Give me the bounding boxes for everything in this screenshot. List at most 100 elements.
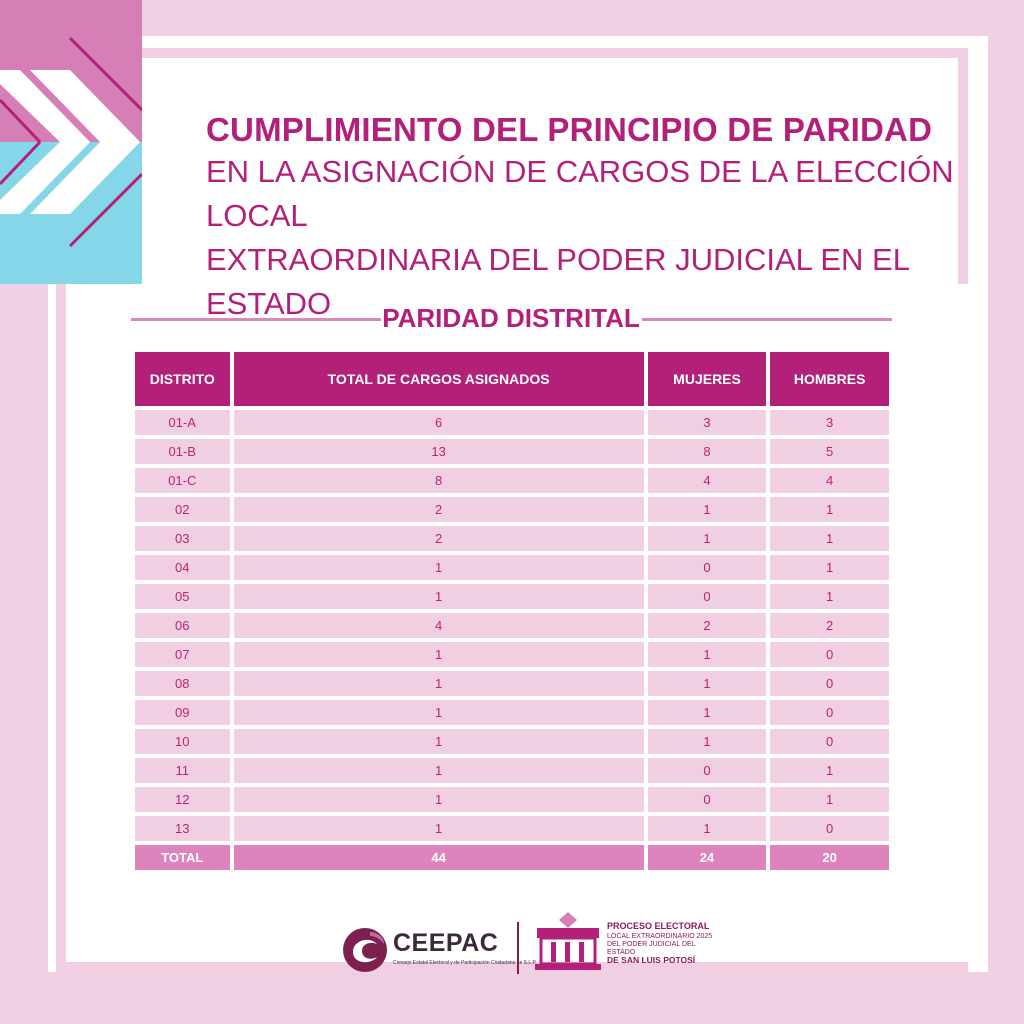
table-row: 01-C 8 4 4 <box>135 468 889 493</box>
cell-total: 1 <box>233 729 644 754</box>
cell-mujeres: 3 <box>647 410 767 435</box>
cell-distrito: 01-C <box>135 468 230 493</box>
table-row: 04 1 0 1 <box>135 555 889 580</box>
cell-distrito: 11 <box>135 758 230 783</box>
table-row: 06 4 2 2 <box>135 613 889 638</box>
table-row: 09 1 1 0 <box>135 700 889 725</box>
total-cargos: 44 <box>233 845 644 870</box>
cell-hombres: 5 <box>770 439 889 464</box>
cell-mujeres: 0 <box>647 758 767 783</box>
cell-total: 1 <box>233 758 644 783</box>
cell-total: 6 <box>233 410 644 435</box>
page-title: CUMPLIMIENTO DEL PRINCIPIO DE PARIDAD EN… <box>206 110 986 326</box>
cell-mujeres: 1 <box>647 526 767 551</box>
table-row: 07 1 1 0 <box>135 642 889 667</box>
table-row: 08 1 1 0 <box>135 671 889 696</box>
table-row: 05 1 0 1 <box>135 584 889 609</box>
cell-hombres: 1 <box>770 555 889 580</box>
process-subtitle: LOCAL EXTRAORDINARIO 2025 DEL PODER JUDI… <box>607 933 717 957</box>
cell-hombres: 0 <box>770 642 889 667</box>
cell-distrito: 03 <box>135 526 230 551</box>
cell-hombres: 1 <box>770 787 889 812</box>
cell-total: 1 <box>233 584 644 609</box>
total-hombres: 20 <box>770 845 889 870</box>
cell-total: 8 <box>233 468 644 493</box>
cell-hombres: 1 <box>770 497 889 522</box>
frame-line-top <box>142 48 968 58</box>
cell-distrito: 04 <box>135 555 230 580</box>
title-line-1: CUMPLIMIENTO DEL PRINCIPIO DE PARIDAD <box>206 111 933 148</box>
process-line-2: LOCAL EXTRAORDINARIO 2025 <box>607 933 713 940</box>
cell-mujeres: 0 <box>647 584 767 609</box>
cell-distrito: 10 <box>135 729 230 754</box>
header-distrito: DISTRITO <box>135 352 230 406</box>
cell-hombres: 1 <box>770 758 889 783</box>
cell-mujeres: 1 <box>647 700 767 725</box>
process-title: PROCESO ELECTORAL <box>607 921 710 931</box>
table-row: 13 1 1 0 <box>135 816 889 841</box>
cell-hombres: 4 <box>770 468 889 493</box>
title-line-3: EXTRAORDINARIA DEL PODER JUDICIAL EN EL … <box>206 242 909 321</box>
cell-mujeres: 1 <box>647 497 767 522</box>
cell-total: 13 <box>233 439 644 464</box>
cell-total: 1 <box>233 642 644 667</box>
frame-line-bottom <box>56 962 968 972</box>
frame-block-left-bottom <box>0 740 36 1024</box>
frame-line-right <box>958 48 968 284</box>
frame-block-right-top <box>988 0 1024 284</box>
cell-distrito: 01-B <box>135 439 230 464</box>
cell-total: 2 <box>233 497 644 522</box>
cell-total: 2 <box>233 526 644 551</box>
cell-hombres: 0 <box>770 671 889 696</box>
table-row: 01-A 6 3 3 <box>135 410 889 435</box>
table-row: 01-B 13 8 5 <box>135 439 889 464</box>
process-line-3: DEL PODER JUDICIAL DEL ESTADO <box>607 941 696 956</box>
cell-distrito: 02 <box>135 497 230 522</box>
cell-total: 1 <box>233 671 644 696</box>
ceepac-name: CEEPAC <box>393 929 499 957</box>
frame-block-right-bottom <box>988 740 1024 1024</box>
cell-hombres: 1 <box>770 526 889 551</box>
cell-distrito: 12 <box>135 787 230 812</box>
table-row: 11 1 0 1 <box>135 758 889 783</box>
cell-mujeres: 1 <box>647 816 767 841</box>
title-line-2: EN LA ASIGNACIÓN DE CARGOS DE LA ELECCIÓ… <box>206 154 954 233</box>
cell-distrito: 09 <box>135 700 230 725</box>
table-row: 12 1 0 1 <box>135 787 889 812</box>
header-hombres: HOMBRES <box>770 352 889 406</box>
table-row: 02 2 1 1 <box>135 497 889 522</box>
table-row: 10 1 1 0 <box>135 729 889 754</box>
chevron-decoration-icon <box>0 0 142 284</box>
cell-total: 1 <box>233 816 644 841</box>
ceepac-subtitle: Consejo Estatal Electoral y de Participa… <box>393 960 537 966</box>
cell-hombres: 1 <box>770 584 889 609</box>
paridad-table: DISTRITO TOTAL DE CARGOS ASIGNADOS MUJER… <box>131 348 893 874</box>
footer-divider <box>517 922 519 974</box>
cell-total: 4 <box>233 613 644 638</box>
cell-distrito: 13 <box>135 816 230 841</box>
cell-distrito: 06 <box>135 613 230 638</box>
ceepac-logo-icon <box>343 928 387 972</box>
cell-mujeres: 1 <box>647 642 767 667</box>
header-total-cargos: TOTAL DE CARGOS ASIGNADOS <box>233 352 644 406</box>
cell-mujeres: 0 <box>647 555 767 580</box>
table-header-row: DISTRITO TOTAL DE CARGOS ASIGNADOS MUJER… <box>135 352 889 406</box>
table-total-row: TOTAL 44 24 20 <box>135 845 889 870</box>
section-rule-left <box>131 318 381 321</box>
cell-total: 1 <box>233 555 644 580</box>
cell-mujeres: 1 <box>647 671 767 696</box>
cell-mujeres: 0 <box>647 787 767 812</box>
cell-hombres: 0 <box>770 729 889 754</box>
total-mujeres: 24 <box>647 845 767 870</box>
cell-mujeres: 8 <box>647 439 767 464</box>
cell-total: 1 <box>233 787 644 812</box>
cell-hombres: 0 <box>770 816 889 841</box>
cell-distrito: 08 <box>135 671 230 696</box>
cell-mujeres: 1 <box>647 729 767 754</box>
total-label: TOTAL <box>135 845 230 870</box>
cell-distrito: 07 <box>135 642 230 667</box>
cell-mujeres: 2 <box>647 613 767 638</box>
cell-mujeres: 4 <box>647 468 767 493</box>
section-rule-right <box>642 318 892 321</box>
process-city: DE SAN LUIS POTOSÍ <box>607 955 696 965</box>
